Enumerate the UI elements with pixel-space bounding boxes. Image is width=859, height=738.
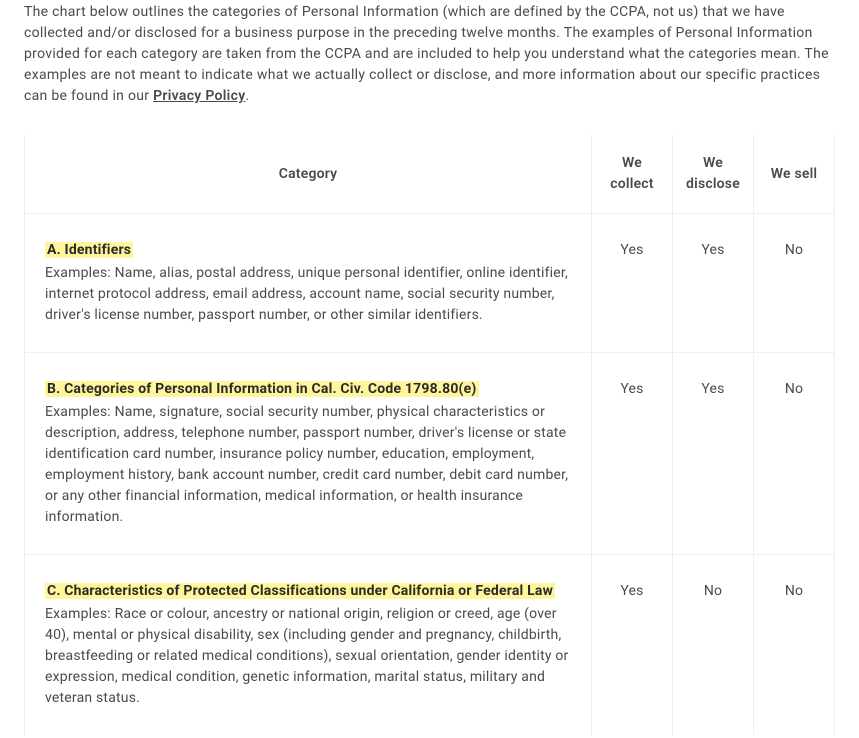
disclose-cell: Yes (673, 214, 754, 353)
header-sell: We sell (754, 135, 835, 214)
header-category: Category (25, 135, 592, 214)
category-examples: Examples: Race or colour, ancestry or na… (45, 604, 571, 709)
disclose-cell: No (673, 555, 754, 736)
table-row: A. Identifiers Examples: Name, alias, po… (25, 214, 835, 353)
header-collect: We collect (592, 135, 673, 214)
sell-cell: No (754, 214, 835, 353)
category-title: B. Categories of Personal Information in… (45, 381, 479, 397)
category-examples: Examples: Name, alias, postal address, u… (45, 263, 571, 326)
intro-text-before: The chart below outlines the categories … (24, 4, 829, 104)
category-cell: A. Identifiers Examples: Name, alias, po… (25, 214, 592, 353)
disclose-cell: Yes (673, 353, 754, 555)
table-row: B. Categories of Personal Information in… (25, 353, 835, 555)
collect-cell: Yes (592, 353, 673, 555)
category-examples: Examples: Name, signature, social securi… (45, 402, 571, 528)
category-title: C. Characteristics of Protected Classifi… (45, 583, 555, 599)
ccpa-categories-table: Category We collect We disclose We sell … (24, 135, 835, 735)
privacy-policy-link[interactable]: Privacy Policy (153, 88, 245, 104)
category-title: A. Identifiers (45, 242, 133, 258)
collect-cell: Yes (592, 214, 673, 353)
table-header-row: Category We collect We disclose We sell (25, 135, 835, 214)
intro-text-after: . (245, 88, 249, 104)
collect-cell: Yes (592, 555, 673, 736)
header-disclose: We disclose (673, 135, 754, 214)
category-cell: B. Categories of Personal Information in… (25, 353, 592, 555)
category-cell: C. Characteristics of Protected Classifi… (25, 555, 592, 736)
table-row: C. Characteristics of Protected Classifi… (25, 555, 835, 736)
sell-cell: No (754, 555, 835, 736)
intro-paragraph: The chart below outlines the categories … (24, 0, 835, 107)
sell-cell: No (754, 353, 835, 555)
